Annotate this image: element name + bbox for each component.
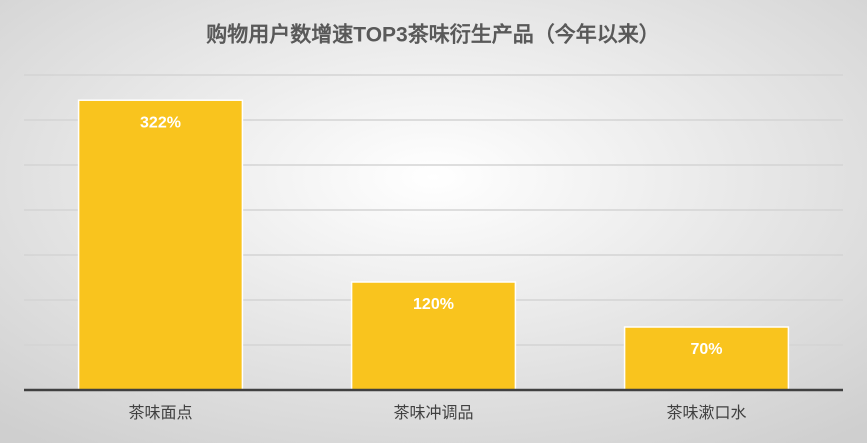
bar [77, 99, 244, 391]
data-label: 120% [413, 296, 454, 313]
data-label: 70% [690, 341, 722, 358]
chart-title: 购物用户数增速TOP3茶味衍生产品（今年以来） [206, 23, 659, 47]
x-tick-label: 茶味面点 [128, 404, 192, 422]
x-tick-label: 茶味漱口水 [666, 404, 746, 422]
x-tick-label: 茶味冲调品 [393, 404, 473, 422]
bar [623, 326, 790, 391]
data-label: 322% [140, 114, 181, 131]
bar [350, 281, 517, 391]
